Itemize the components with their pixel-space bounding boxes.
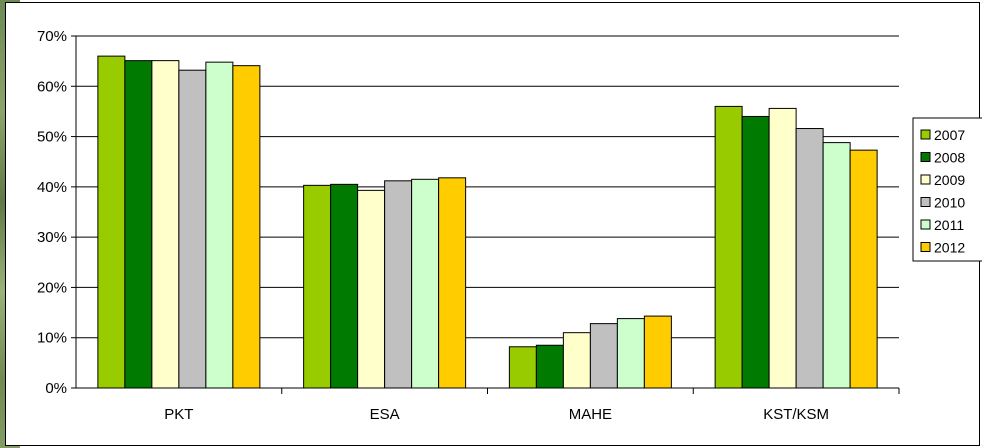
y-tick-label: 60% xyxy=(37,78,67,95)
bar-kst-ksm-2008 xyxy=(741,115,770,389)
bar-mahe-2010 xyxy=(589,323,618,389)
bar-mahe-2007 xyxy=(508,346,537,389)
y-tick-labels: 0% 10% 20% 30% 40% 50% 60% 70% xyxy=(37,28,67,397)
y-tick-label: 30% xyxy=(37,229,67,246)
bar-kst-ksm-2007 xyxy=(714,105,743,389)
legend: 2007 2008 2009 2010 2011 2012 xyxy=(912,117,982,262)
x-tick-label: KST/KSM xyxy=(763,406,829,423)
bar-mahe-2011 xyxy=(616,318,645,389)
legend-swatch-2007 xyxy=(920,129,931,140)
x-tick-label: MAHE xyxy=(569,406,612,423)
bar-pkt-2007 xyxy=(97,55,126,389)
bar-kst-ksm-2010 xyxy=(795,128,824,389)
legend-box xyxy=(912,117,982,262)
bar-pkt-2010 xyxy=(178,69,207,389)
x-tick-labels: PKT ESA MAHE KST/KSM xyxy=(164,406,829,423)
bar-kst-ksm-2011 xyxy=(822,142,851,389)
bar-esa-2009 xyxy=(357,189,386,389)
bar-esa-2011 xyxy=(411,178,440,389)
legend-label-2010: 2010 xyxy=(934,195,965,211)
bar-pkt-2008 xyxy=(124,60,153,389)
legend-swatch-2011 xyxy=(920,219,931,230)
bar-kst-ksm-2009 xyxy=(768,107,797,389)
y-tick-label: 50% xyxy=(37,129,67,146)
bar-pkt-2011 xyxy=(205,61,234,389)
y-tick-label: 0% xyxy=(45,380,67,397)
bars xyxy=(97,55,878,389)
bar-esa-2008 xyxy=(330,183,359,389)
y-tick-label: 10% xyxy=(37,330,67,347)
legend-swatch-2008 xyxy=(920,152,931,162)
y-tick-label: 20% xyxy=(37,279,67,296)
legend-swatch-2012 xyxy=(920,242,931,252)
legend-label-2008: 2008 xyxy=(934,150,965,166)
legend-swatch-2010 xyxy=(920,197,931,207)
bar-mahe-2008 xyxy=(535,344,564,389)
bar-esa-2007 xyxy=(303,184,332,389)
legend-label-2007: 2007 xyxy=(934,127,965,143)
bar-esa-2010 xyxy=(384,180,413,389)
y-tick-label: 70% xyxy=(37,28,67,45)
legend-label-2011: 2011 xyxy=(934,217,964,233)
legend-label-2012: 2012 xyxy=(934,240,965,256)
axes xyxy=(71,35,900,394)
legend-label-2009: 2009 xyxy=(934,172,965,188)
bar-pkt-2009 xyxy=(151,60,180,389)
x-tick-label: ESA xyxy=(370,406,400,423)
legend-swatch-2009 xyxy=(920,174,931,185)
bar-esa-2012 xyxy=(438,177,467,389)
bar-pkt-2012 xyxy=(232,65,261,389)
bar-mahe-2009 xyxy=(562,332,591,389)
bar-mahe-2012 xyxy=(643,315,672,389)
bar-kst-ksm-2012 xyxy=(849,149,878,389)
y-tick-label: 40% xyxy=(37,179,67,196)
x-tick-label: PKT xyxy=(164,406,193,423)
